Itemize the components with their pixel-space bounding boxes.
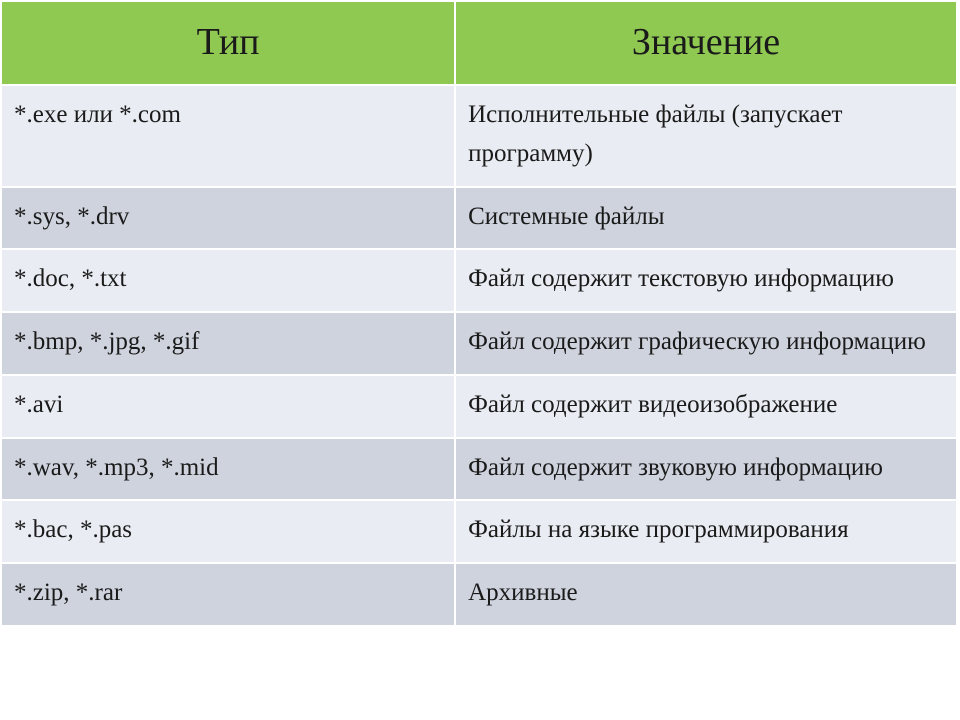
cell-meaning: Файл содержит графическую информацию xyxy=(455,312,957,375)
cell-type: *.bmp, *.jpg, *.gif xyxy=(1,312,455,375)
table-row: *.wav, *.mp3, *.mid Файл содержит звуков… xyxy=(1,438,957,501)
table-row: *.doc, *.txt Файл содержит текстовую инф… xyxy=(1,249,957,312)
cell-type: *.exe или *.com xyxy=(1,85,455,187)
cell-meaning: Исполнительные файлы (запускает программ… xyxy=(455,85,957,187)
table-row: *.bac, *.pas Файлы на языке программиров… xyxy=(1,500,957,563)
cell-meaning: Системные файлы xyxy=(455,187,957,250)
table-row: *.sys, *.drv Системные файлы xyxy=(1,187,957,250)
table-row: *.bmp, *.jpg, *.gif Файл содержит графич… xyxy=(1,312,957,375)
cell-meaning: Файл содержит звуковую информацию xyxy=(455,438,957,501)
cell-type: *.zip, *.rar xyxy=(1,563,455,626)
table-row: *.exe или *.com Исполнительные файлы (за… xyxy=(1,85,957,187)
table-header-meaning: Значение xyxy=(455,1,957,85)
file-types-table-container: Тип Значение *.exe или *.com Исполнитель… xyxy=(0,0,958,627)
cell-meaning: Файл содержит текстовую информацию xyxy=(455,249,957,312)
cell-meaning: Файл содержит видеоизображение xyxy=(455,375,957,438)
table-row: *.zip, *.rar Архивные xyxy=(1,563,957,626)
cell-type: *.doc, *.txt xyxy=(1,249,455,312)
table-header-row: Тип Значение xyxy=(1,1,957,85)
table-header-type: Тип xyxy=(1,1,455,85)
table-row: *.avi Файл содержит видеоизображение xyxy=(1,375,957,438)
cell-meaning: Архивные xyxy=(455,563,957,626)
cell-type: *.bac, *.pas xyxy=(1,500,455,563)
cell-type: *.sys, *.drv xyxy=(1,187,455,250)
file-types-table: Тип Значение *.exe или *.com Исполнитель… xyxy=(0,0,958,627)
cell-type: *.avi xyxy=(1,375,455,438)
cell-type: *.wav, *.mp3, *.mid xyxy=(1,438,455,501)
cell-meaning: Файлы на языке программирования xyxy=(455,500,957,563)
